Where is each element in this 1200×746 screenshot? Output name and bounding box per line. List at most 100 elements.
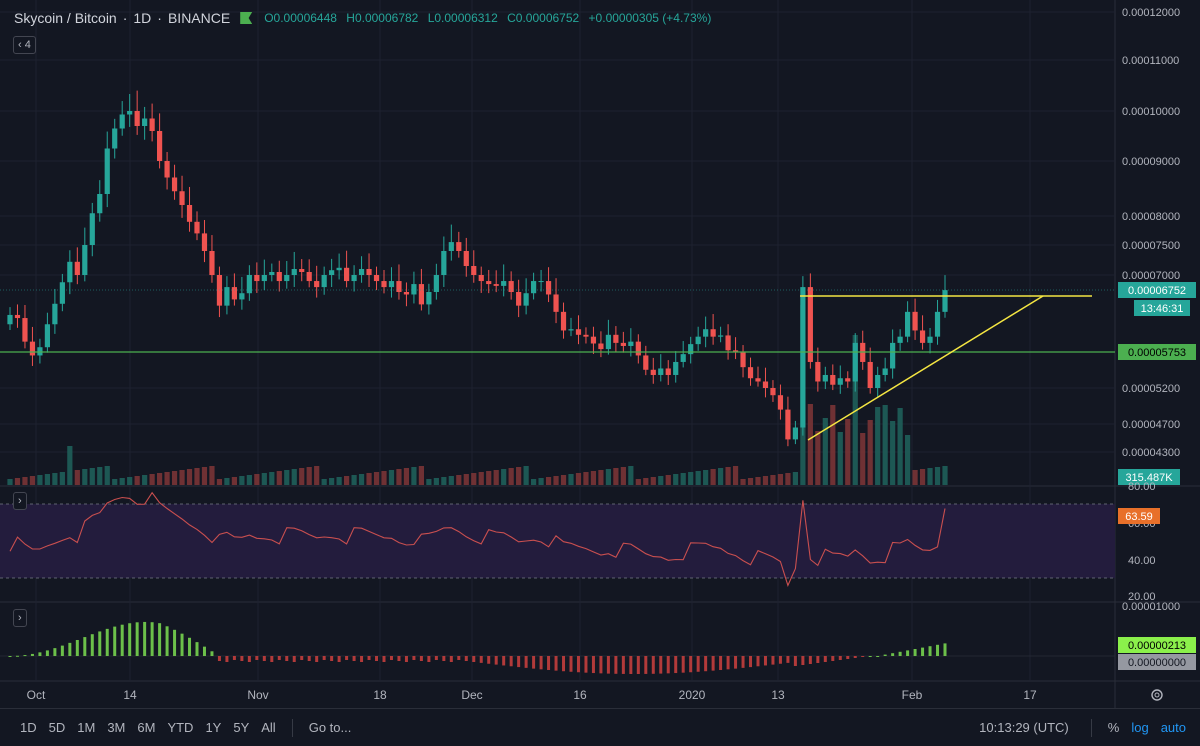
volume-bar (822, 418, 828, 485)
macd-bar (614, 656, 618, 674)
range-button-5d[interactable]: 5D (48, 720, 66, 735)
volume-bar (89, 468, 95, 485)
time-label: Feb (902, 688, 923, 702)
macd-bar (345, 656, 349, 660)
ohlc-values: O0.00006448 H0.00006782 L0.00006312 C0.0… (264, 11, 717, 25)
volume-bar (710, 469, 716, 485)
range-button-6m[interactable]: 6M (137, 720, 156, 735)
macd-bar (749, 656, 753, 668)
candle-body (486, 281, 492, 285)
volume-bar (254, 474, 260, 485)
volume-bar (635, 479, 641, 485)
candle-body (291, 269, 297, 275)
volume-bar (493, 470, 499, 485)
candle-body (545, 281, 552, 295)
low-value: L0.00006312 (427, 11, 498, 25)
volume-bar (688, 472, 694, 485)
candle-body (665, 368, 671, 375)
indicators-toggle-button[interactable]: ‹ 4 (13, 36, 36, 54)
rsi-value-label: 63.59 (1118, 508, 1160, 524)
volume-bar (650, 477, 656, 485)
macd-bar (644, 656, 648, 674)
rsi-tick-20: 20.00 (1128, 591, 1156, 603)
volume-bar (792, 472, 798, 485)
macd-bar (674, 656, 678, 674)
candle-body (845, 378, 851, 382)
settings-gear-icon[interactable] (1151, 689, 1163, 701)
candle-body (418, 284, 424, 305)
log-scale-button[interactable]: log (1131, 720, 1149, 735)
candle-body (284, 275, 290, 282)
macd-bar (83, 637, 87, 656)
chevron-right-icon: › (18, 612, 22, 624)
candle-body (762, 381, 769, 388)
macd-bar (45, 650, 49, 656)
candle-body (261, 275, 267, 282)
time-label: Dec (461, 688, 482, 702)
candle-body (74, 261, 80, 275)
volume-bar (164, 472, 170, 485)
macd-bar (928, 646, 932, 656)
candle-body (179, 191, 185, 205)
macd-bar (509, 656, 513, 667)
goto-button[interactable]: Go to... (308, 720, 352, 735)
range-button-5y[interactable]: 5Y (233, 720, 250, 735)
range-button-3m[interactable]: 3M (107, 720, 126, 735)
macd-tick: 0.00001000 (1122, 601, 1180, 613)
candle-body (740, 352, 746, 368)
time-label: 18 (373, 688, 387, 702)
candle-body (52, 303, 58, 325)
macd-bar (517, 656, 521, 668)
macd-bar (861, 656, 865, 657)
macd-bar (532, 656, 536, 669)
candle-body (905, 311, 911, 337)
macd-bar (68, 642, 72, 656)
macd-bar (389, 656, 393, 660)
volume-bar (478, 472, 484, 485)
macd-pane-toggle-button[interactable]: › (13, 609, 27, 627)
time-axis[interactable]: Oct 14 Nov 18 Dec 16 2020 13 Feb 17 (27, 688, 1037, 702)
macd-bar (868, 656, 872, 657)
macd-bar (449, 656, 453, 662)
candle-body (448, 242, 454, 251)
macd-bar (315, 656, 319, 662)
range-button-1d[interactable]: 1D (20, 720, 37, 735)
macd-value-text: 0.00000213 (1128, 640, 1186, 652)
price-tick: 0.00007000 (1122, 270, 1180, 282)
range-button-1y[interactable]: 1Y (205, 720, 222, 735)
candle-body (134, 111, 140, 126)
ascending-trendline[interactable] (807, 295, 1044, 441)
main-pane[interactable] (0, 0, 1115, 486)
volume-bar (860, 433, 866, 485)
volume-bar (755, 477, 761, 485)
macd-bar (98, 631, 102, 656)
range-button-1m[interactable]: 1M (77, 720, 96, 735)
macd-bar (307, 656, 311, 661)
volume-bar (269, 472, 275, 485)
candle-body (628, 341, 634, 346)
auto-scale-button[interactable]: auto (1160, 720, 1186, 735)
range-button-ytd[interactable]: YTD (167, 720, 194, 735)
volume-bar (186, 469, 193, 485)
rsi-pane-toggle-button[interactable]: › (13, 492, 27, 510)
macd-bar (936, 644, 940, 656)
chart-canvas[interactable]: 0.00012000 0.00011000 0.00010000 0.00009000… (0, 0, 1200, 708)
macd-bar (30, 653, 34, 656)
macd-bar (524, 656, 528, 668)
volume-bar (22, 477, 28, 485)
rsi-tick-80: 80.00 (1128, 481, 1156, 493)
macd-bar (853, 656, 857, 658)
support-price-label: 0.00005753 (1118, 344, 1196, 360)
symbol-name[interactable]: Skycoin / Bitcoin (14, 10, 117, 26)
volume-bar (426, 479, 432, 485)
utc-clock[interactable]: 10:13:29 (UTC) (979, 720, 1069, 735)
candle-body (897, 336, 903, 343)
candle-body (373, 275, 380, 282)
percent-scale-button[interactable]: % (1107, 720, 1120, 735)
volume-bar (897, 408, 903, 485)
range-button-all[interactable]: All (261, 720, 276, 735)
time-label: Oct (27, 688, 46, 702)
macd-bar (778, 656, 782, 664)
candle-body (695, 336, 701, 345)
